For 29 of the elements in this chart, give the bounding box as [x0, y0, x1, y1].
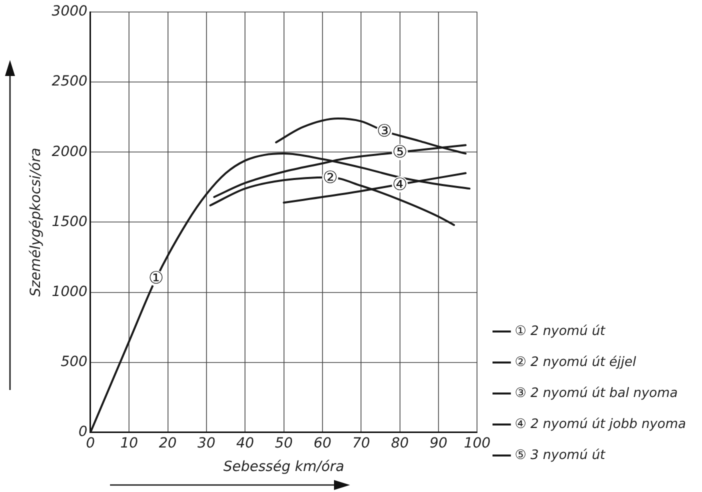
x-tick-label: 60	[314, 435, 332, 452]
legend-label: ③ 2 nyomú út bal nyoma	[514, 386, 678, 401]
y-tick-label: 1000	[52, 284, 88, 300]
y-tick-label: 500	[60, 354, 88, 370]
y-tick-label: 2000	[52, 144, 88, 160]
annotation: ⑤	[392, 142, 408, 163]
legend-label: ④ 2 nyomú út jobb nyoma	[514, 416, 686, 432]
x-tick-label: 70	[352, 435, 370, 452]
legend-label: ② 2 nyomú út éjjel	[514, 354, 636, 370]
annotation: ③	[376, 122, 392, 142]
x-tick-label: 50	[274, 435, 293, 452]
annotation: ④	[392, 174, 408, 195]
legend-label: ① 2 nyomú út	[514, 324, 606, 339]
x-tick-label: 40	[236, 435, 254, 452]
x-tick-label: 20	[158, 435, 177, 452]
y-tick-label: 2500	[52, 74, 88, 90]
annotation: ①	[148, 268, 164, 289]
x-tick-label: 80	[390, 435, 409, 452]
x-tick-label: 100	[464, 435, 491, 452]
y-tick-label: 1500	[52, 214, 88, 230]
y-tick-label: 3000	[52, 4, 88, 20]
y-axis-title: Személygépkocsi/óra	[28, 148, 44, 297]
x-tick-label: 90	[430, 435, 448, 452]
annotation: ②	[322, 168, 338, 188]
y-tick-label: 0	[78, 424, 88, 440]
legend-label: ⑤ 3 nyomú út	[514, 448, 606, 463]
x-tick-label: 30	[198, 435, 216, 452]
x-axis-title: Sebesség km/óra	[223, 459, 344, 476]
x-tick-label: 10	[120, 435, 138, 452]
